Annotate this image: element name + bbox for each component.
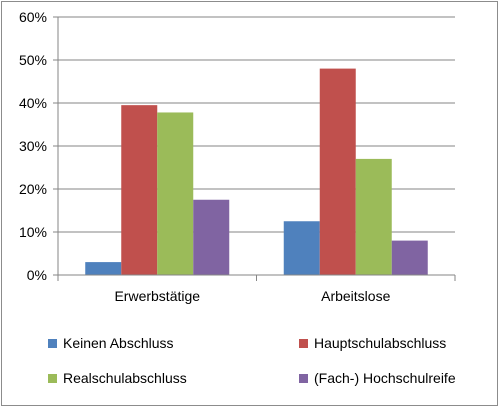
bar xyxy=(391,240,428,275)
y-tick-label: 40% xyxy=(19,95,47,111)
bar xyxy=(85,262,122,275)
bar xyxy=(319,68,356,275)
y-tick-label: 0% xyxy=(27,267,47,283)
legend-label: (Fach-) Hochschulreife xyxy=(314,370,456,386)
legend-label: Hauptschulabschluss xyxy=(314,335,446,351)
bar xyxy=(157,112,194,276)
axes xyxy=(53,16,456,281)
legend: Keinen Abschluss Hauptschulabschluss Reals… xyxy=(48,335,456,386)
legend-swatch xyxy=(48,374,57,383)
x-axis-ticks: Erwerbstätige Arbeitslose xyxy=(114,288,390,304)
x-tick-label: Arbeitslose xyxy=(321,288,390,304)
y-axis-ticks: 0% 10% 20% 30% 40% 50% 60% xyxy=(19,9,47,283)
y-tick-label: 20% xyxy=(19,181,47,197)
bar xyxy=(193,199,230,275)
bars xyxy=(85,68,428,276)
y-tick-label: 50% xyxy=(19,52,47,68)
legend-label: Keinen Abschluss xyxy=(63,335,174,351)
x-tick-label: Erwerbstätige xyxy=(114,288,200,304)
y-tick-label: 60% xyxy=(19,9,47,25)
legend-swatch xyxy=(48,339,57,348)
bar xyxy=(283,221,320,275)
legend-label: Realschulabschluss xyxy=(63,370,187,386)
bar xyxy=(121,105,158,276)
gridlines xyxy=(58,16,455,233)
legend-swatch xyxy=(299,339,308,348)
bar xyxy=(355,158,392,275)
y-tick-label: 10% xyxy=(19,224,47,240)
y-tick-label: 30% xyxy=(19,138,47,154)
legend-swatch xyxy=(299,374,308,383)
